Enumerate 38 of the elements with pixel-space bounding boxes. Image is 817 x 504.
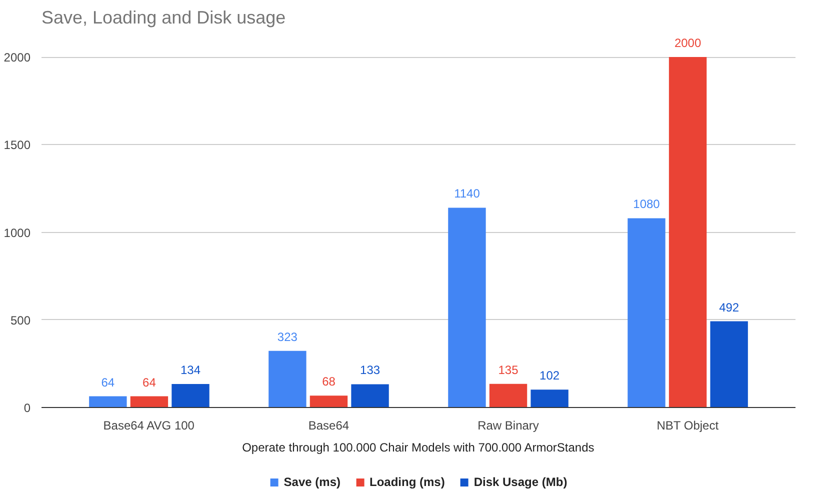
bar (310, 396, 348, 408)
y-tick-label: 1000 (4, 226, 31, 240)
bar (172, 384, 210, 408)
data-label: 1080 (633, 197, 660, 212)
x-axis-title: Operate through 100.000 Chair Models with 700.000 ArmorStands (242, 440, 594, 454)
bar (489, 384, 528, 408)
bar (130, 396, 168, 408)
data-label: 492 (719, 300, 740, 314)
legend-label: Loading (ms) (370, 475, 445, 489)
data-label: 64 (101, 375, 115, 390)
bar (530, 390, 568, 408)
bar (628, 218, 666, 408)
legend-label: Disk Usage (Mb) (474, 475, 568, 489)
x-tick-label: Base64 (308, 418, 350, 432)
x-tick-label: Raw Binary (478, 418, 539, 432)
bar (668, 57, 707, 408)
bar (710, 321, 748, 408)
chart-title: Save, Loading and Disk usage (42, 8, 286, 28)
data-label: 64 (142, 375, 156, 390)
bar (268, 350, 306, 408)
x-tick-label: NBT Object (656, 418, 720, 432)
x-tick-label: Base64 AVG 100 (103, 418, 195, 432)
data-label: 133 (360, 363, 380, 378)
bar (89, 396, 127, 408)
y-tick-label: 0 (24, 401, 31, 415)
y-tick-label: 1500 (4, 138, 31, 152)
data-label: 134 (180, 363, 201, 378)
data-label: 102 (540, 368, 560, 383)
legend-label: Save (ms) (284, 475, 341, 489)
bar (448, 208, 486, 408)
data-label: 135 (498, 362, 519, 377)
data-label: 68 (322, 374, 336, 389)
data-label: 1140 (454, 186, 480, 201)
y-tick-label: 2000 (4, 50, 31, 65)
y-tick-label: 500 (10, 313, 31, 328)
data-label: 2000 (674, 36, 702, 50)
data-label: 323 (277, 330, 298, 344)
bar (351, 384, 389, 408)
